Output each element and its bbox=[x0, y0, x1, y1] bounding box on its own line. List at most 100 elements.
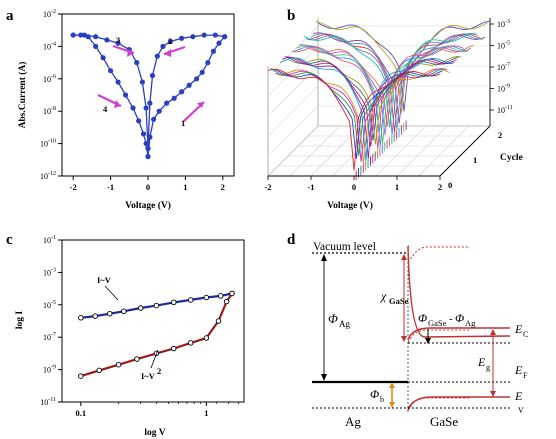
panel-c-ticks: 0.1 1 10-1 10-3 10-5 10-7 10-9 10-11 bbox=[40, 235, 239, 418]
panel-c-point bbox=[217, 293, 224, 299]
panel-a-xtick: 2 bbox=[221, 182, 225, 192]
panel-c-point bbox=[115, 361, 122, 368]
sweep-arrow-2 bbox=[163, 45, 186, 57]
panel-c-point bbox=[215, 318, 222, 324]
panel-b-cycle-curve bbox=[296, 44, 469, 145]
panel-c-point bbox=[171, 345, 177, 352]
panel-a-point bbox=[194, 76, 200, 82]
panel-a-point bbox=[210, 48, 217, 54]
panel-a-point bbox=[164, 100, 170, 106]
panel-c-xtick: 0.1 bbox=[76, 408, 87, 418]
panel-a-point bbox=[212, 32, 218, 38]
panel-b-cycle-curve bbox=[308, 33, 481, 133]
panel-c-point bbox=[78, 315, 84, 321]
panel-a-xtick: 0 bbox=[146, 182, 150, 192]
panel-c-point bbox=[96, 367, 102, 374]
panel-b-cycle-tick: 2 bbox=[498, 130, 502, 140]
panel-a-point bbox=[93, 43, 99, 50]
panel-c-chart: 0.1 110-110-310-510-710-910-11 I~V I~V 2 … bbox=[15, 235, 245, 438]
panel-a-xtick: -1 bbox=[107, 182, 114, 192]
panel-a-point bbox=[205, 60, 211, 66]
panel-c-point bbox=[203, 335, 210, 341]
panel-a-point bbox=[93, 34, 99, 40]
panel-b-cycle-curve bbox=[272, 68, 445, 156]
panel-b-cycle-tick: 1 bbox=[473, 155, 477, 165]
panel-b-ztick: 10-7 bbox=[497, 62, 510, 72]
ef-sub: F bbox=[523, 371, 528, 380]
sweep-label-1: 1 bbox=[181, 118, 185, 128]
panel-a-point bbox=[122, 92, 129, 98]
panel-b-cycle-curve bbox=[301, 44, 474, 127]
panel-a-point bbox=[143, 141, 149, 147]
eg-sub: g bbox=[486, 363, 490, 372]
panel-a-arrows bbox=[97, 44, 205, 123]
panel-b-cycle-curve bbox=[282, 56, 455, 159]
panel-b-cycle-curve bbox=[279, 57, 452, 161]
panel-b-cycle-curve bbox=[270, 68, 443, 159]
panel-c-point bbox=[223, 298, 230, 305]
panel-c-ytick: 10-1 bbox=[43, 235, 56, 245]
panel-label-a: a bbox=[6, 8, 14, 24]
panel-c-point bbox=[153, 302, 160, 309]
panel-a-xtick: -2 bbox=[70, 182, 77, 192]
ag-label: Ag bbox=[345, 414, 361, 429]
svg-text:Φ: Φ bbox=[455, 311, 464, 325]
phi-b-label: Φ bbox=[370, 387, 379, 401]
panel-label-b: b bbox=[287, 8, 295, 24]
panel-a-point bbox=[222, 34, 228, 40]
panel-c-point bbox=[134, 356, 140, 362]
panel-a-series bbox=[70, 32, 228, 160]
panel-c-ytick: 10-5 bbox=[43, 300, 56, 310]
panel-c-point bbox=[187, 340, 194, 346]
panel-b-curves bbox=[267, 20, 491, 180]
panel-c-ytick: 10-7 bbox=[43, 332, 56, 342]
panel-c-point bbox=[203, 294, 210, 301]
phi-diff-label: Φ bbox=[418, 311, 427, 325]
panel-a-ytick: 10-8 bbox=[43, 106, 56, 116]
panel-b-cycle-curve bbox=[315, 20, 488, 113]
panel-a-sweep-3 bbox=[73, 34, 149, 149]
panel-c-ylabel: log I bbox=[15, 311, 25, 330]
chi-label: χ bbox=[380, 289, 387, 303]
panel-a-ytick: 10-2 bbox=[43, 9, 56, 19]
panel-a-point bbox=[85, 34, 91, 40]
panel-b-ztick: 10-5 bbox=[497, 41, 510, 51]
panel-b-cycle-curve bbox=[317, 20, 491, 112]
panel-a-point bbox=[140, 131, 147, 137]
panel-a-point bbox=[136, 118, 142, 124]
phi-ag-sub: Ag bbox=[339, 319, 350, 329]
svg-text:-: - bbox=[449, 313, 453, 325]
panel-c-ytick: 10-11 bbox=[40, 397, 56, 407]
ec-label: E bbox=[514, 322, 523, 336]
conduction-band bbox=[407, 327, 510, 341]
panel-c-point bbox=[92, 313, 98, 319]
panel-b-zlabel: Cycle bbox=[500, 153, 523, 163]
panel-c-point bbox=[229, 290, 235, 297]
panel-a-point bbox=[108, 68, 114, 74]
panel-a-point bbox=[100, 55, 106, 61]
panel-a-point bbox=[130, 105, 136, 111]
panel-a-xtick: 1 bbox=[183, 182, 187, 192]
panel-b-cycle-curve bbox=[294, 45, 467, 147]
eg-label: E bbox=[477, 355, 486, 369]
panel-b-cycle-curve bbox=[286, 56, 460, 141]
panel-b-xtick: 0 bbox=[352, 182, 356, 192]
panel-a-point bbox=[151, 116, 157, 122]
panel-b-ztick: 10-9 bbox=[497, 84, 510, 94]
legend-i-v2-base: I~V bbox=[141, 371, 156, 381]
sweep-label-4: 4 bbox=[103, 104, 108, 114]
ev-label: E bbox=[514, 389, 523, 403]
chi-sub: GaSe bbox=[389, 296, 409, 306]
panel-c-point bbox=[121, 308, 127, 315]
panel-c-ytick: 10-9 bbox=[43, 365, 56, 375]
panel-c-point bbox=[107, 310, 113, 317]
panel-c-point bbox=[137, 305, 144, 311]
panel-a-point bbox=[160, 43, 166, 50]
panel-a-point bbox=[179, 35, 185, 41]
panel-a-ticks: -2 -1 0 1 2 10-2 10-4 10-6 10-8 10-10 10-12 bbox=[40, 9, 225, 192]
sweep-arrow-3 bbox=[112, 44, 135, 57]
panel-b-cycle-curve bbox=[274, 68, 448, 162]
